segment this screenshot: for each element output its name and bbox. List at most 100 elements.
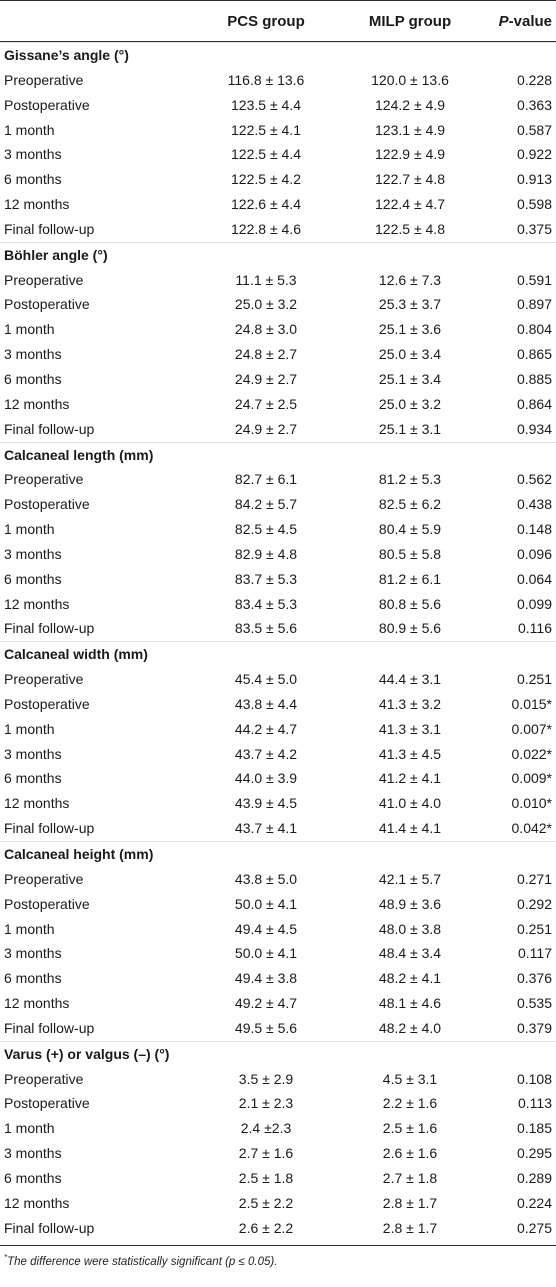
- row-label: 1 month: [4, 121, 55, 138]
- pcs-value: 122.5 ± 4.2: [231, 171, 301, 188]
- pcs-value: 43.8 ± 5.0: [234, 870, 298, 887]
- milp-value: 122.4 ± 4.7: [375, 196, 445, 213]
- table-row: 6 months 2.5 ± 1.8 2.7 ± 1.8 0.289: [0, 1166, 556, 1191]
- table-row: Final follow-up 122.8 ± 4.6 122.5 ± 4.8 0.3…: [0, 217, 556, 242]
- section-title: Gissane’s angle (°): [4, 47, 129, 63]
- table-row: 6 months 49.4 ± 3.8 48.2 ± 4.1 0.376: [0, 966, 556, 991]
- pcs-value: 49.4 ± 4.5: [234, 920, 298, 937]
- milp-value: 4.5 ± 3.1: [382, 1070, 438, 1087]
- milp-value: 80.8 ± 5.6: [378, 595, 442, 612]
- pcs-value: 24.8 ± 3.0: [234, 321, 298, 338]
- milp-value: 2.8 ± 1.7: [382, 1219, 438, 1236]
- p-value: 0.148: [516, 521, 552, 538]
- table-header-row: PCS group MILP group P-value: [0, 0, 556, 41]
- pcs-value: 116.8 ± 13.6: [227, 71, 305, 88]
- table-body: Gissane’s angle (°) Preoperative 116.8 ± 1…: [0, 42, 556, 1241]
- milp-value: 48.0 ± 3.8: [378, 920, 442, 937]
- table-row: 6 months 83.7 ± 5.3 81.2 ± 6.1 0.064: [0, 567, 556, 592]
- milp-value: 82.5 ± 6.2: [378, 496, 442, 513]
- p-value: 0.864: [516, 395, 552, 412]
- p-value: 0.224: [516, 1194, 552, 1211]
- table-footnote: *The difference were statistically signi…: [4, 1253, 556, 1268]
- pcs-value: 44.2 ± 4.7: [234, 720, 298, 737]
- milp-value: 2.6 ± 1.6: [382, 1145, 438, 1162]
- table-row: Final follow-up 2.6 ± 2.2 2.8 ± 1.7 0.275: [0, 1216, 556, 1241]
- header-milp-group: MILP group: [368, 13, 452, 30]
- row-label: Postoperative: [4, 296, 90, 313]
- pcs-value: 43.8 ± 4.4: [234, 695, 298, 712]
- table-row: 12 months 49.2 ± 4.7 48.1 ± 4.6 0.535: [0, 991, 556, 1016]
- table-row: Preoperative 82.7 ± 6.1 81.2 ± 5.3 0.562: [0, 467, 556, 492]
- table-row: 3 months 43.7 ± 4.2 41.3 ± 4.5 0.022*: [0, 742, 556, 767]
- row-label: Final follow-up: [4, 1019, 95, 1036]
- milp-value: 122.7 ± 4.8: [375, 171, 445, 188]
- row-label: 12 months: [4, 395, 70, 412]
- p-value: 0.042*: [511, 820, 552, 837]
- row-label: 6 months: [4, 770, 62, 787]
- milp-value: 80.9 ± 5.6: [378, 620, 442, 637]
- p-value: 0.117: [518, 945, 552, 962]
- row-label: Preoperative: [4, 271, 84, 288]
- p-value: 0.251: [516, 671, 552, 688]
- table-row: 12 months 24.7 ± 2.5 25.0 ± 3.2 0.864: [0, 392, 556, 417]
- section-header-row: Varus (+) or valgus (–) (°): [0, 1040, 556, 1067]
- pcs-value: 122.8 ± 4.6: [231, 220, 301, 237]
- table-row: 1 month 2.4 ±2.3 2.5 ± 1.6 0.185: [0, 1116, 556, 1141]
- p-value: 0.007*: [511, 720, 552, 737]
- section-title: Calcaneal height (mm): [4, 846, 154, 862]
- pcs-value: 82.7 ± 6.1: [234, 471, 298, 488]
- pcs-value: 2.5 ± 1.8: [238, 1169, 294, 1186]
- section-header-row: Gissane’s angle (°): [0, 42, 556, 68]
- table-row: 6 months 44.0 ± 3.9 41.2 ± 4.1 0.009*: [0, 766, 556, 791]
- pcs-value: 50.0 ± 4.1: [234, 895, 298, 912]
- table-row: 3 months 24.8 ± 2.7 25.0 ± 3.4 0.865: [0, 342, 556, 367]
- table-top-rule: [0, 0, 556, 1]
- table-row: Postoperative 43.8 ± 4.4 41.3 ± 3.2 0.015*: [0, 692, 556, 717]
- row-label: Postoperative: [4, 96, 90, 113]
- p-value: 0.375: [516, 220, 552, 237]
- table-row: Postoperative 25.0 ± 3.2 25.3 ± 3.7 0.897: [0, 292, 556, 317]
- pcs-value: 82.9 ± 4.8: [234, 545, 298, 562]
- p-value: 0.108: [516, 1070, 552, 1087]
- row-label: Final follow-up: [4, 820, 95, 837]
- row-label: 3 months: [4, 346, 62, 363]
- milp-value: 25.1 ± 3.6: [378, 321, 442, 338]
- milp-value: 41.2 ± 4.1: [378, 770, 442, 787]
- p-value: 0.804: [516, 321, 552, 338]
- p-value: 0.897: [516, 296, 552, 313]
- section-header-row: Calcaneal height (mm): [0, 841, 556, 867]
- pcs-value: 49.2 ± 4.7: [234, 995, 298, 1012]
- milp-value: 48.4 ± 3.4: [378, 945, 442, 962]
- table-row: Final follow-up 24.9 ± 2.7 25.1 ± 3.1 0.934: [0, 417, 556, 442]
- p-value: 0.535: [516, 995, 552, 1012]
- row-label: 1 month: [4, 920, 55, 937]
- table-row: 1 month 44.2 ± 4.7 41.3 ± 3.1 0.007*: [0, 717, 556, 742]
- header-p-rest: -value: [508, 13, 552, 30]
- pcs-value: 43.7 ± 4.2: [234, 745, 298, 762]
- row-label: Preoperative: [4, 71, 84, 88]
- row-label: 6 months: [4, 970, 62, 987]
- pcs-value: 84.2 ± 5.7: [234, 496, 298, 513]
- pcs-value: 50.0 ± 4.1: [234, 945, 298, 962]
- row-label: 3 months: [4, 545, 62, 562]
- pcs-value: 49.4 ± 3.8: [234, 970, 298, 987]
- row-label: Preoperative: [4, 1070, 84, 1087]
- p-value: 0.113: [518, 1095, 552, 1112]
- pcs-value: 24.7 ± 2.5: [234, 395, 298, 412]
- milp-value: 123.1 ± 4.9: [375, 121, 445, 138]
- table-row: 3 months 82.9 ± 4.8 80.5 ± 5.8 0.096: [0, 542, 556, 567]
- p-value: 0.116: [518, 620, 552, 637]
- table-row: 1 month 122.5 ± 4.1 123.1 ± 4.9 0.587: [0, 118, 556, 143]
- pcs-value: 3.5 ± 2.9: [238, 1070, 294, 1087]
- table-row: Postoperative 84.2 ± 5.7 82.5 ± 6.2 0.438: [0, 492, 556, 517]
- table-row: Final follow-up 43.7 ± 4.1 41.4 ± 4.1 0.042…: [0, 816, 556, 841]
- table-row: 12 months 83.4 ± 5.3 80.8 ± 5.6 0.099: [0, 592, 556, 617]
- row-label: 3 months: [4, 945, 62, 962]
- row-label: 1 month: [4, 1120, 55, 1137]
- p-value: 0.022*: [511, 745, 552, 762]
- p-value: 0.289: [516, 1169, 552, 1186]
- milp-value: 2.5 ± 1.6: [382, 1120, 438, 1137]
- section-header-row: Böhler angle (°): [0, 241, 556, 268]
- table-row: Postoperative 123.5 ± 4.4 124.2 ± 4.9 0.363: [0, 93, 556, 118]
- p-value: 0.438: [516, 496, 552, 513]
